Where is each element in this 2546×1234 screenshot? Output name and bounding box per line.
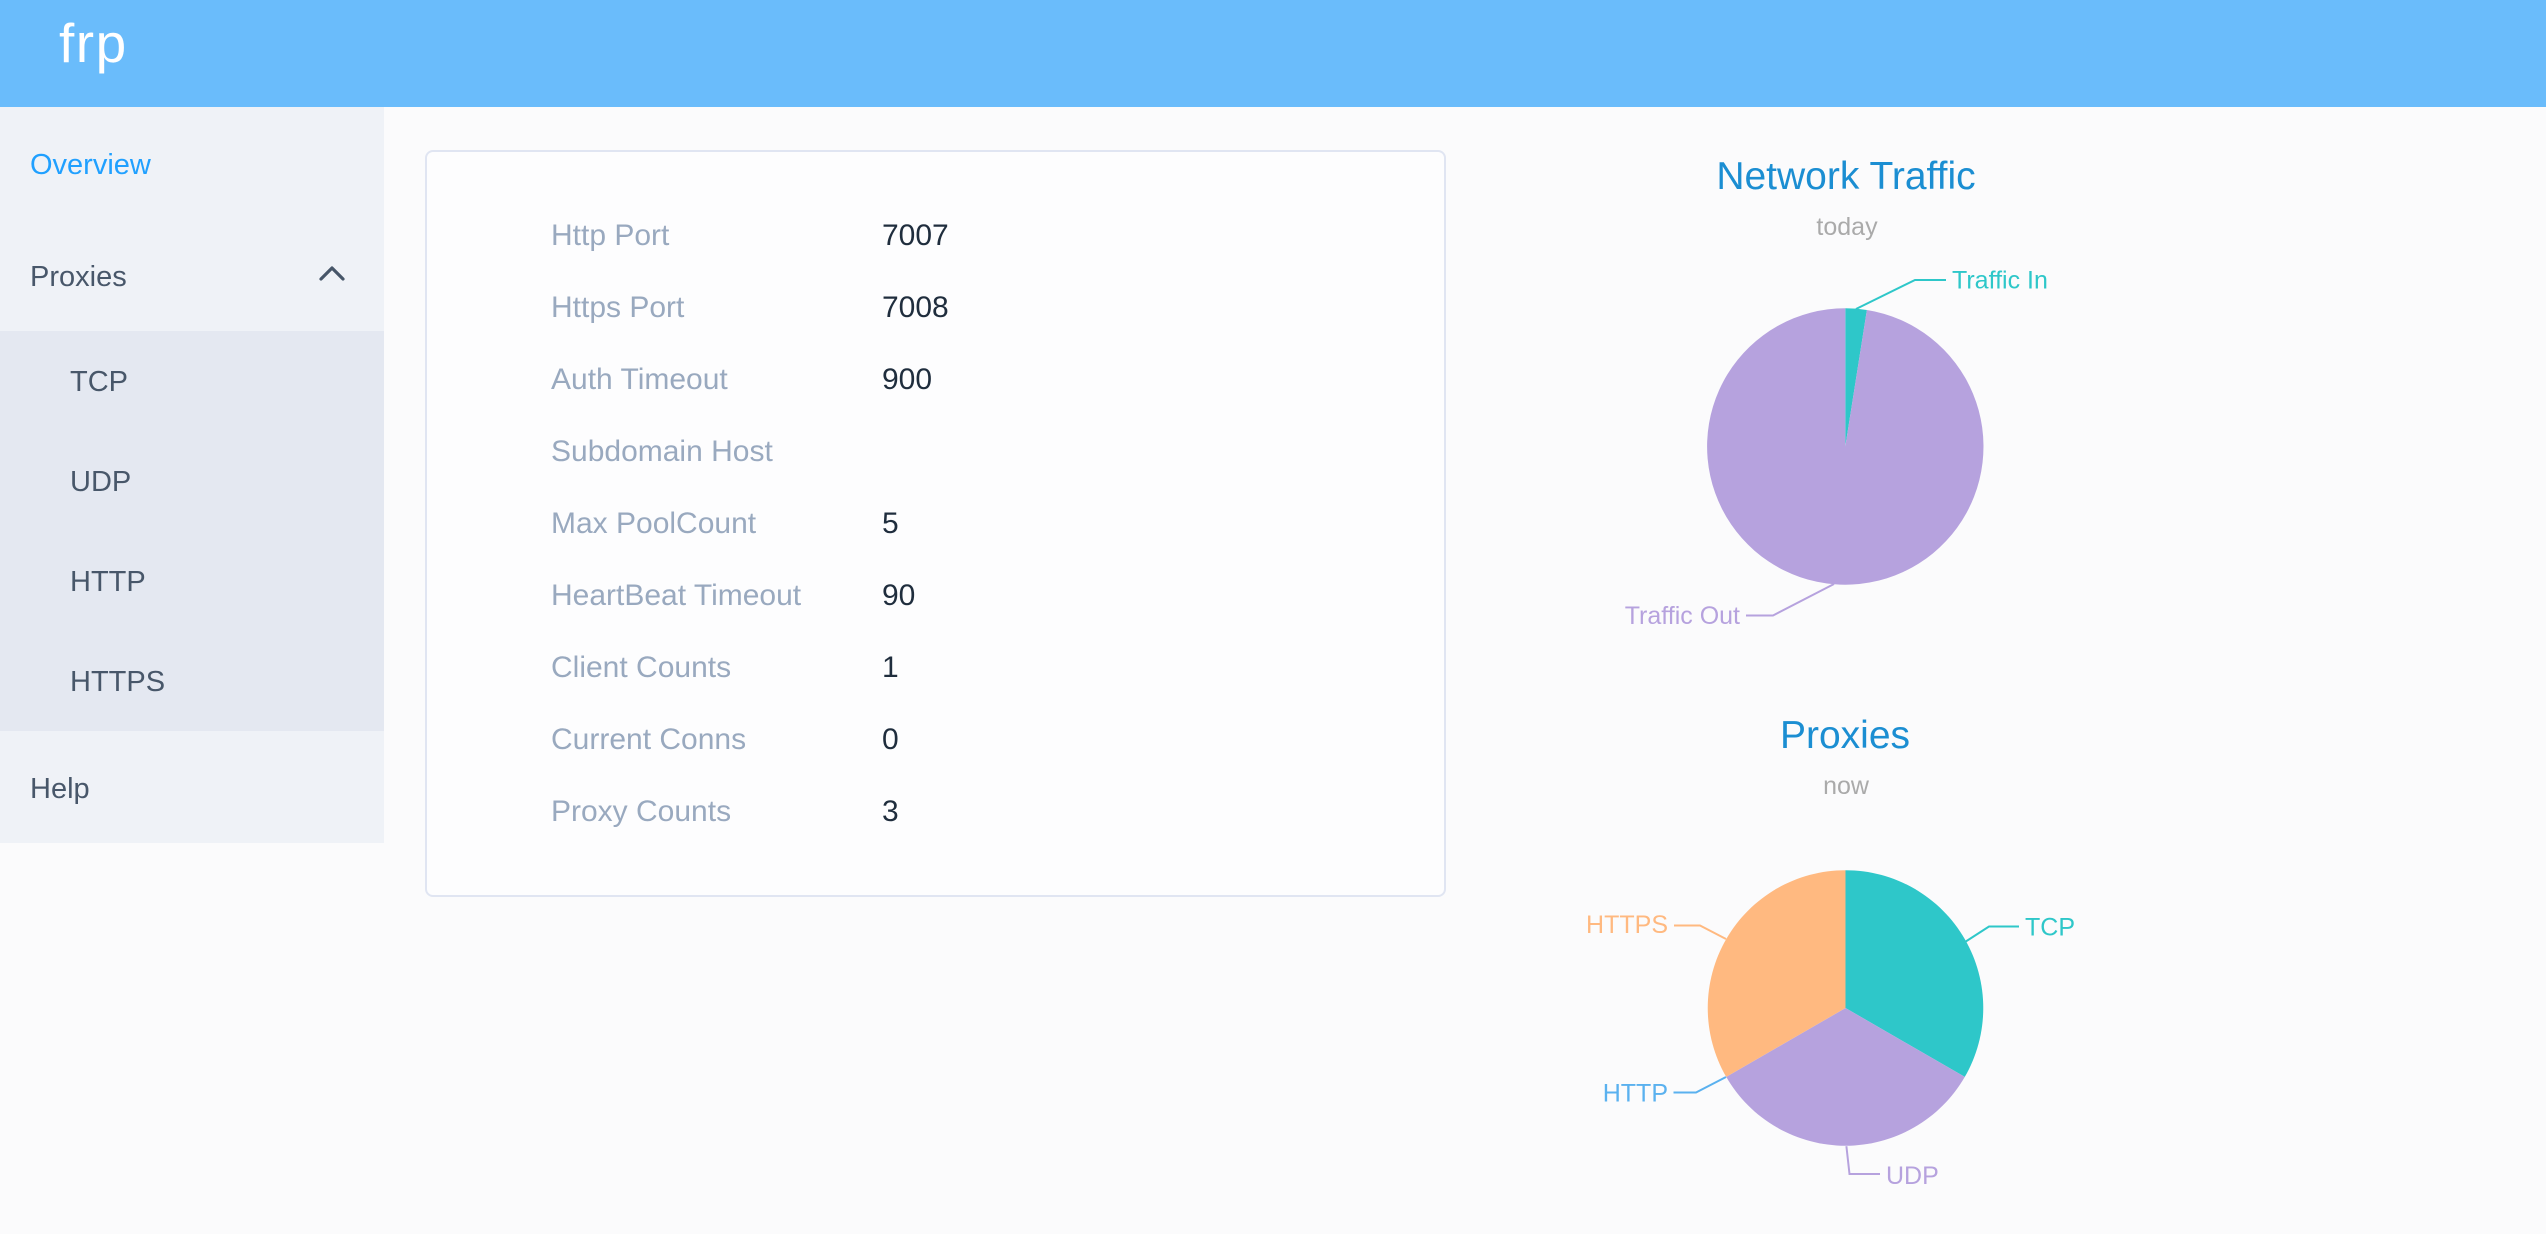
svg-text:now: now [1823, 772, 1870, 800]
svg-text:Proxies: Proxies [1780, 714, 1910, 757]
svg-text:today: today [1816, 213, 1878, 241]
svg-text:TCP: TCP [2025, 914, 2075, 942]
svg-text:HTTP: HTTP [1603, 1080, 1668, 1108]
svg-text:UDP: UDP [1886, 1162, 1939, 1190]
svg-text:Traffic Out: Traffic Out [1625, 602, 1740, 630]
svg-text:HTTPS: HTTPS [1586, 911, 1668, 939]
svg-text:Traffic In: Traffic In [1952, 267, 2048, 295]
svg-text:Network Traffic: Network Traffic [1716, 155, 1975, 198]
